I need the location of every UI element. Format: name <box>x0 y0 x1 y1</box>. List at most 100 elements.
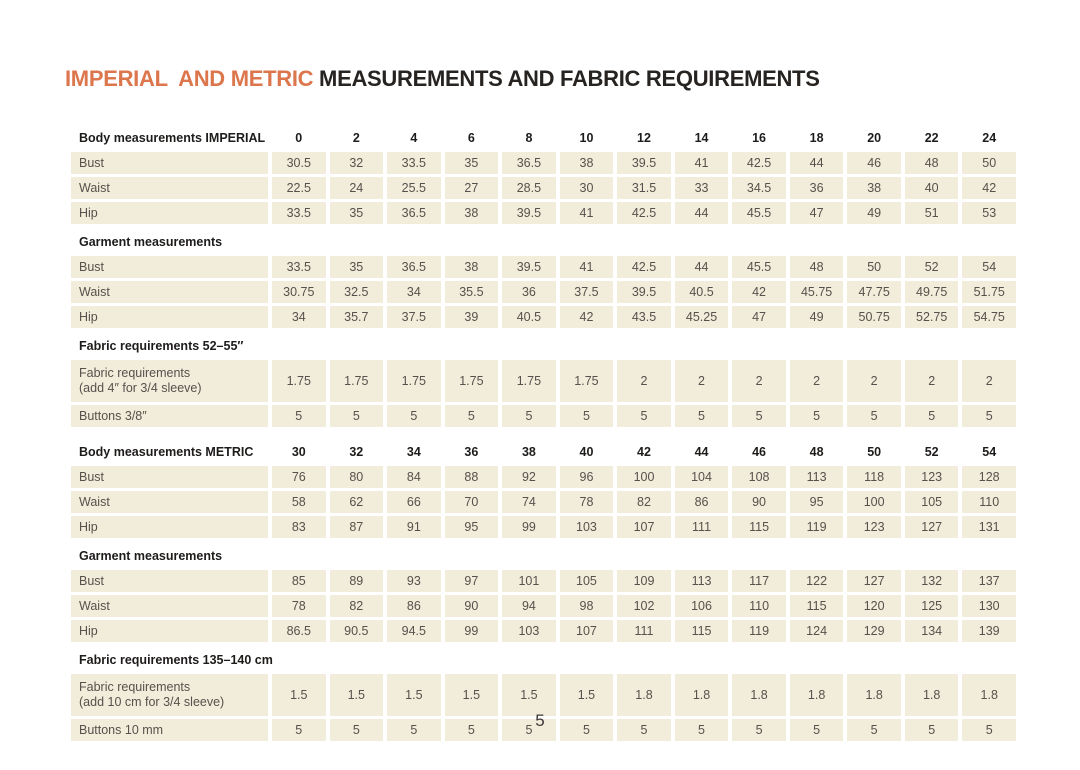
value-cell: 47 <box>789 202 844 224</box>
page-title: IMPERIAL AND METRIC MEASUREMENTS AND FAB… <box>65 66 820 92</box>
value-cell: 46 <box>847 152 901 174</box>
value-cell: 1.8 <box>904 674 959 716</box>
value-cell: 52 <box>904 256 959 278</box>
value-cell: 39 <box>444 306 499 328</box>
table-row: Waist 22.5 24 25.5 27 28.5 30 31.5 33 34.5 36 38 40 4… <box>71 177 1016 199</box>
value-cell: 37.5 <box>387 306 441 328</box>
value-cell: 94 <box>502 595 556 617</box>
size-header-cell: 40 <box>579 444 594 459</box>
value-cell: 40.5 <box>502 306 556 328</box>
value-cell: 80 <box>329 466 384 488</box>
row-label-cell: Waist <box>71 595 268 617</box>
value-cell: 5 <box>272 719 326 741</box>
size-header-cell: 52 <box>924 444 939 459</box>
value-cell: 42 <box>732 281 786 303</box>
value-cell: 86.5 <box>272 620 326 642</box>
value-cell: 34 <box>272 306 326 328</box>
value-cell: 42 <box>559 306 614 328</box>
value-cell: 90 <box>444 595 499 617</box>
row-label-cell: Bust <box>71 256 268 278</box>
table-row: Buttons 10 mm 5 5 5 5 5 5 5 5 5 5 5 5 5 <box>71 719 1016 741</box>
size-header-cell: 32 <box>349 444 364 459</box>
value-cell: 1.75 <box>329 360 384 402</box>
size-header-cell: 4 <box>410 130 418 145</box>
value-cell: 1.75 <box>387 360 441 402</box>
row-label-cell: Buttons 3/8″ <box>71 405 268 427</box>
row-label-cell: Hip <box>71 202 268 224</box>
value-cell: 36.5 <box>387 202 441 224</box>
row-label-cell: Waist <box>71 491 268 513</box>
row-label-cell: Waist <box>71 177 268 199</box>
value-cell: 5 <box>904 719 959 741</box>
value-cell: 99 <box>444 620 499 642</box>
value-cell: 51 <box>904 202 959 224</box>
size-header-cell: 12 <box>637 130 651 145</box>
value-cell: 127 <box>847 570 901 592</box>
value-cell: 97 <box>444 570 499 592</box>
value-cell: 62 <box>329 491 384 513</box>
value-cell: 42.5 <box>617 202 671 224</box>
value-cell: 128 <box>962 466 1016 488</box>
section-header-label: Fabric requirements 52–55″ <box>79 338 244 353</box>
value-cell: 82 <box>617 491 671 513</box>
section-header-row: Body measurements METRIC 30 32 34 36 38 40 42 44… <box>71 441 1016 463</box>
table-row: Waist 78 82 86 90 94 98 102 106 110 115 120 125 130 <box>71 595 1016 617</box>
value-cell: 49 <box>847 202 901 224</box>
value-cell: 42.5 <box>617 256 671 278</box>
size-header-cell: 54 <box>982 444 997 459</box>
size-header-cell: 36 <box>464 444 479 459</box>
value-cell: 1.8 <box>847 674 901 716</box>
table-row: Waist 58 62 66 70 74 78 82 86 90 95 100 105 110 <box>71 491 1016 513</box>
value-cell: 107 <box>559 620 614 642</box>
value-cell: 47 <box>732 306 786 328</box>
row-label: Hip <box>79 205 98 220</box>
row-label: Hip <box>79 623 98 638</box>
value-cell: 35 <box>329 202 384 224</box>
value-cell: 84 <box>387 466 441 488</box>
size-header-cell: 16 <box>752 130 767 145</box>
row-label-cell: Hip <box>71 620 268 642</box>
value-cell: 49 <box>789 306 844 328</box>
size-header-cell: 34 <box>406 444 421 459</box>
value-cell: 100 <box>847 491 901 513</box>
value-cell: 45.5 <box>732 256 786 278</box>
value-cell: 39.5 <box>617 281 671 303</box>
value-cell: 35.7 <box>329 306 384 328</box>
value-cell: 51.75 <box>962 281 1016 303</box>
value-cell: 52.75 <box>904 306 959 328</box>
value-cell: 34.5 <box>732 177 786 199</box>
value-cell: 38 <box>559 152 614 174</box>
value-cell: 5 <box>789 719 844 741</box>
size-header-cell: 0 <box>295 130 303 145</box>
value-cell: 125 <box>904 595 959 617</box>
value-cell: 1.8 <box>962 674 1016 716</box>
table-row: Hip 86.5 90.5 94.5 99 103 107 111 115 119 124 129 13… <box>71 620 1016 642</box>
value-cell: 95 <box>789 491 844 513</box>
size-header-cell: 46 <box>752 444 767 459</box>
value-cell: 103 <box>502 620 556 642</box>
value-cell: 28.5 <box>502 177 556 199</box>
value-cell: 50.75 <box>847 306 901 328</box>
value-cell: 5 <box>962 405 1016 427</box>
size-header-cell: 44 <box>694 444 709 459</box>
row-label-cell: Bust <box>71 152 268 174</box>
row-label: Bust <box>79 573 105 588</box>
value-cell: 1.75 <box>272 360 326 402</box>
row-label: Buttons 3/8″ <box>79 408 147 423</box>
size-header-cell: 14 <box>694 130 709 145</box>
size-header-cell: 30 <box>291 444 306 459</box>
value-cell: 34 <box>387 281 441 303</box>
value-cell: 139 <box>962 620 1016 642</box>
value-cell: 117 <box>732 570 786 592</box>
size-header-cell: 42 <box>637 444 651 459</box>
table-row: Waist 30.75 32.5 34 35.5 36 37.5 39.5 40.5 42 45.7… <box>71 281 1016 303</box>
value-cell: 70 <box>444 491 499 513</box>
size-header-cell: 22 <box>924 130 939 145</box>
size-header-cell: 18 <box>809 130 824 145</box>
value-cell: 105 <box>559 570 614 592</box>
row-label: Fabric requirements <box>79 680 191 694</box>
row-label: Bust <box>79 259 105 274</box>
value-cell: 94.5 <box>387 620 441 642</box>
value-cell: 103 <box>559 516 614 538</box>
measurements-table: Body measurements IMPERIAL 0 2 4 6 8 10 12 14 16 1… <box>71 127 1016 744</box>
